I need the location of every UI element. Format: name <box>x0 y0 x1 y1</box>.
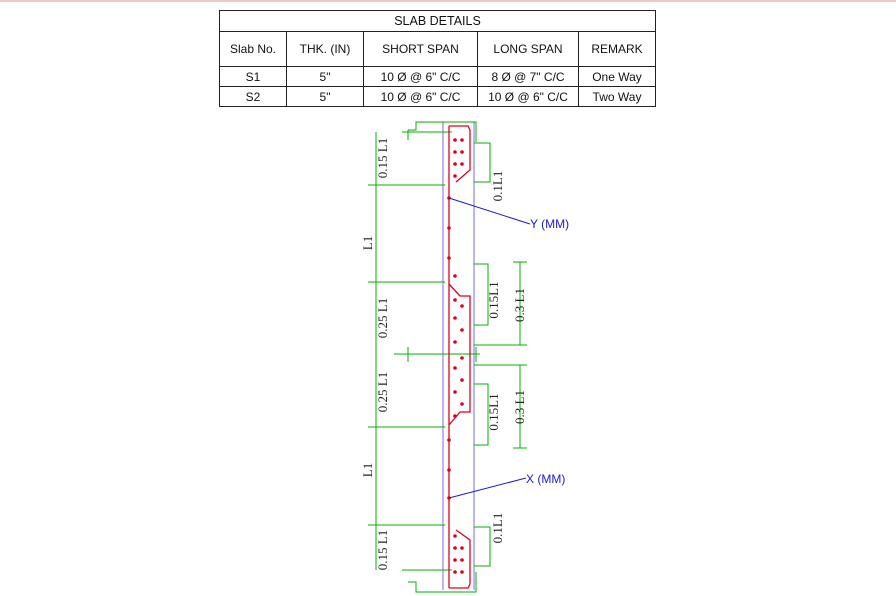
cell-long-span: 8 Ø @ 7" C/C <box>477 66 579 87</box>
label-x-mm: X (MM) <box>526 472 565 486</box>
cell-slab-no: S1 <box>219 66 287 87</box>
header-thickness: THK. (IN) <box>286 31 364 67</box>
dim-right-mid2-015: 0.15L1 <box>486 393 501 430</box>
cell-slab-no: S2 <box>219 86 287 107</box>
dim-right-mid1-03: 0.3 L1 <box>512 288 527 322</box>
cell-remark: Two Way <box>578 86 656 107</box>
slab-details-table: SLAB DETAILS Slab No. THK. (IN) SHORT SP… <box>219 10 656 107</box>
reinforcement-bars <box>448 125 471 589</box>
cell-short-span: 10 Ø @ 6" C/C <box>363 86 478 107</box>
dimension-lines <box>368 121 527 593</box>
dim-right-bottom-01: 0.1L1 <box>490 513 505 544</box>
dim-right-mid2-03: 0.3 L1 <box>512 390 527 424</box>
page-top-rule <box>0 0 896 2</box>
dim-right-mid1-015: 0.15L1 <box>486 281 501 318</box>
rebar-dots <box>447 138 464 574</box>
cell-thickness: 5" <box>286 86 364 107</box>
cell-short-span: 10 Ø @ 6" C/C <box>363 66 478 87</box>
header-long-span: LONG SPAN <box>477 31 579 67</box>
table-header-row: Slab No. THK. (IN) SHORT SPAN LONG SPAN … <box>219 31 656 67</box>
leader-lines <box>448 197 531 499</box>
dim-left-bottom-015: 0.15 L1 <box>375 530 390 570</box>
dim-right-top-01: 0.1L1 <box>490 171 505 202</box>
label-y-mm: Y (MM) <box>530 217 569 231</box>
table-row: S2 5" 10 Ø @ 6" C/C 10 Ø @ 6" C/C Two Wa… <box>219 86 656 107</box>
dim-left-mid-lower: 0.25 L1 <box>375 372 390 412</box>
dim-left-top-span: L1 <box>360 236 375 250</box>
dim-left-bottom-span: L1 <box>360 463 375 477</box>
dim-left-top-015: 0.15 L1 <box>375 138 390 178</box>
cell-remark: One Way <box>578 66 656 87</box>
concrete-section <box>442 122 475 590</box>
dim-left-mid-upper: 0.25 L1 <box>375 298 390 338</box>
header-remark: REMARK <box>578 31 656 67</box>
table-row: S1 5" 10 Ø @ 6" C/C 8 Ø @ 7" C/C One Way <box>219 66 656 87</box>
